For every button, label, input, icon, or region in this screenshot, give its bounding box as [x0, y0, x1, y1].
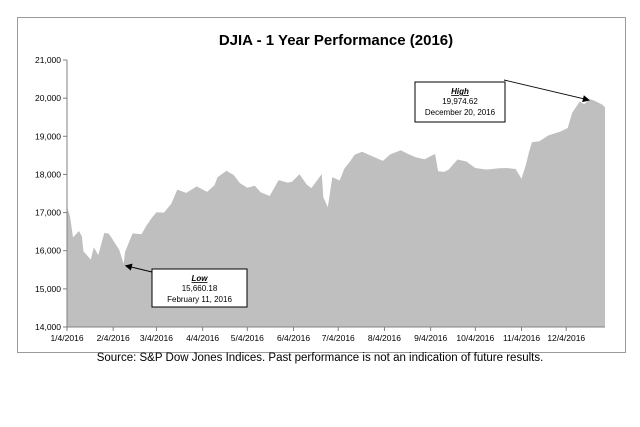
high-callout-value: 19,974.62 — [442, 97, 478, 106]
x-tick-label: 4/4/2016 — [186, 333, 219, 343]
source-note: Source: S&P Dow Jones Indices. Past perf… — [96, 352, 544, 364]
low-callout-heading: Low — [192, 274, 209, 283]
chart-title: DJIA - 1 Year Performance (2016) — [219, 32, 453, 49]
x-tick-label: 5/4/2016 — [231, 333, 264, 343]
series-area — [67, 99, 605, 327]
y-tick-label: 21,000 — [35, 55, 61, 65]
y-tick-label: 18,000 — [35, 169, 61, 179]
x-tick-label: 3/4/2016 — [140, 333, 173, 343]
x-tick-label: 1/4/2016 — [50, 333, 83, 343]
high-callout-box — [414, 81, 506, 123]
y-tick-label: 15,000 — [35, 284, 61, 294]
x-tick-label: 6/4/2016 — [277, 333, 310, 343]
low-callout-arrow — [124, 263, 153, 273]
low-callout-value: 15,660.18 — [182, 284, 218, 293]
djia-area-chart: DJIA - 1 Year Performance (2016) 14,000 15… — [35, 32, 605, 343]
x-tick-label: 2/4/2016 — [97, 333, 130, 343]
high-callout-heading: High — [451, 87, 469, 96]
high-callout-date: December 20, 2016 — [425, 108, 496, 117]
x-tick-label: 7/4/2016 — [322, 333, 355, 343]
y-tick-label: 17,000 — [35, 208, 61, 218]
low-callout-box — [151, 268, 248, 308]
low-callout-date: February 11, 2016 — [167, 295, 232, 304]
y-tick-label: 20,000 — [35, 93, 61, 103]
y-tick-label: 19,000 — [35, 131, 61, 141]
x-tick-label: 11/4/2016 — [503, 333, 540, 343]
chart-frame: DJIA - 1 Year Performance (2016) 14,000 15… — [17, 17, 626, 353]
x-tick-label: 10/4/2016 — [456, 333, 494, 343]
x-tick-label: 9/4/2016 — [414, 333, 447, 343]
x-tick-label: 12/4/2016 — [547, 333, 585, 343]
y-tick-label: 16,000 — [35, 246, 61, 256]
y-tick-label: 14,000 — [35, 322, 61, 332]
high-callout-arrow — [503, 79, 590, 103]
x-tick-label: 8/4/2016 — [368, 333, 401, 343]
